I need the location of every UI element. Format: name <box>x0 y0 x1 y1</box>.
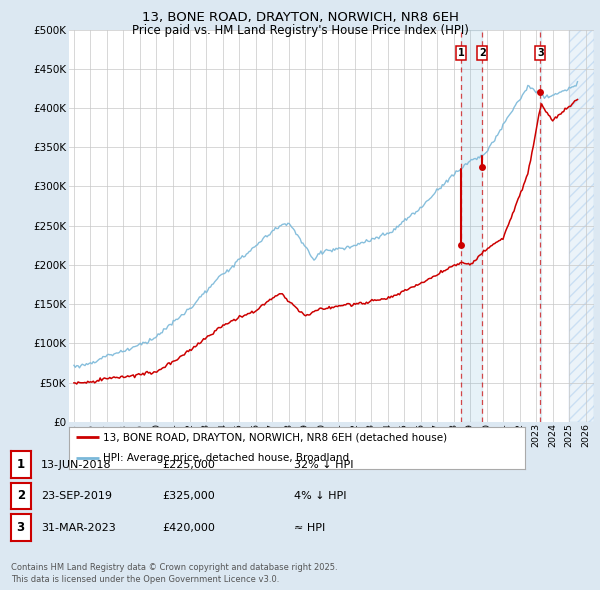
Text: 23-SEP-2019: 23-SEP-2019 <box>41 491 112 501</box>
Text: Price paid vs. HM Land Registry's House Price Index (HPI): Price paid vs. HM Land Registry's House … <box>131 24 469 37</box>
Text: HPI: Average price, detached house, Broadland: HPI: Average price, detached house, Broa… <box>103 454 349 463</box>
Text: £225,000: £225,000 <box>162 460 215 470</box>
Text: £325,000: £325,000 <box>162 491 215 501</box>
Bar <box>539 30 541 422</box>
Bar <box>569 30 594 422</box>
Text: £420,000: £420,000 <box>162 523 215 533</box>
Text: 3: 3 <box>537 48 544 58</box>
Text: 4% ↓ HPI: 4% ↓ HPI <box>294 491 347 501</box>
Text: 1: 1 <box>458 48 464 58</box>
Text: This data is licensed under the Open Government Licence v3.0.: This data is licensed under the Open Gov… <box>11 575 279 584</box>
Text: 13, BONE ROAD, DRAYTON, NORWICH, NR8 6EH (detached house): 13, BONE ROAD, DRAYTON, NORWICH, NR8 6EH… <box>103 432 448 442</box>
Bar <box>569 30 594 422</box>
Text: 13-JUN-2018: 13-JUN-2018 <box>41 460 112 470</box>
Text: Contains HM Land Registry data © Crown copyright and database right 2025.: Contains HM Land Registry data © Crown c… <box>11 563 337 572</box>
Text: 13, BONE ROAD, DRAYTON, NORWICH, NR8 6EH: 13, BONE ROAD, DRAYTON, NORWICH, NR8 6EH <box>142 11 458 24</box>
Text: ≈ HPI: ≈ HPI <box>294 523 325 533</box>
Text: 2: 2 <box>479 48 485 58</box>
Text: 1: 1 <box>17 458 25 471</box>
Text: 31-MAR-2023: 31-MAR-2023 <box>41 523 116 533</box>
Text: 32% ↓ HPI: 32% ↓ HPI <box>294 460 353 470</box>
Text: 3: 3 <box>17 521 25 535</box>
Bar <box>461 30 482 422</box>
Text: 2: 2 <box>17 489 25 503</box>
